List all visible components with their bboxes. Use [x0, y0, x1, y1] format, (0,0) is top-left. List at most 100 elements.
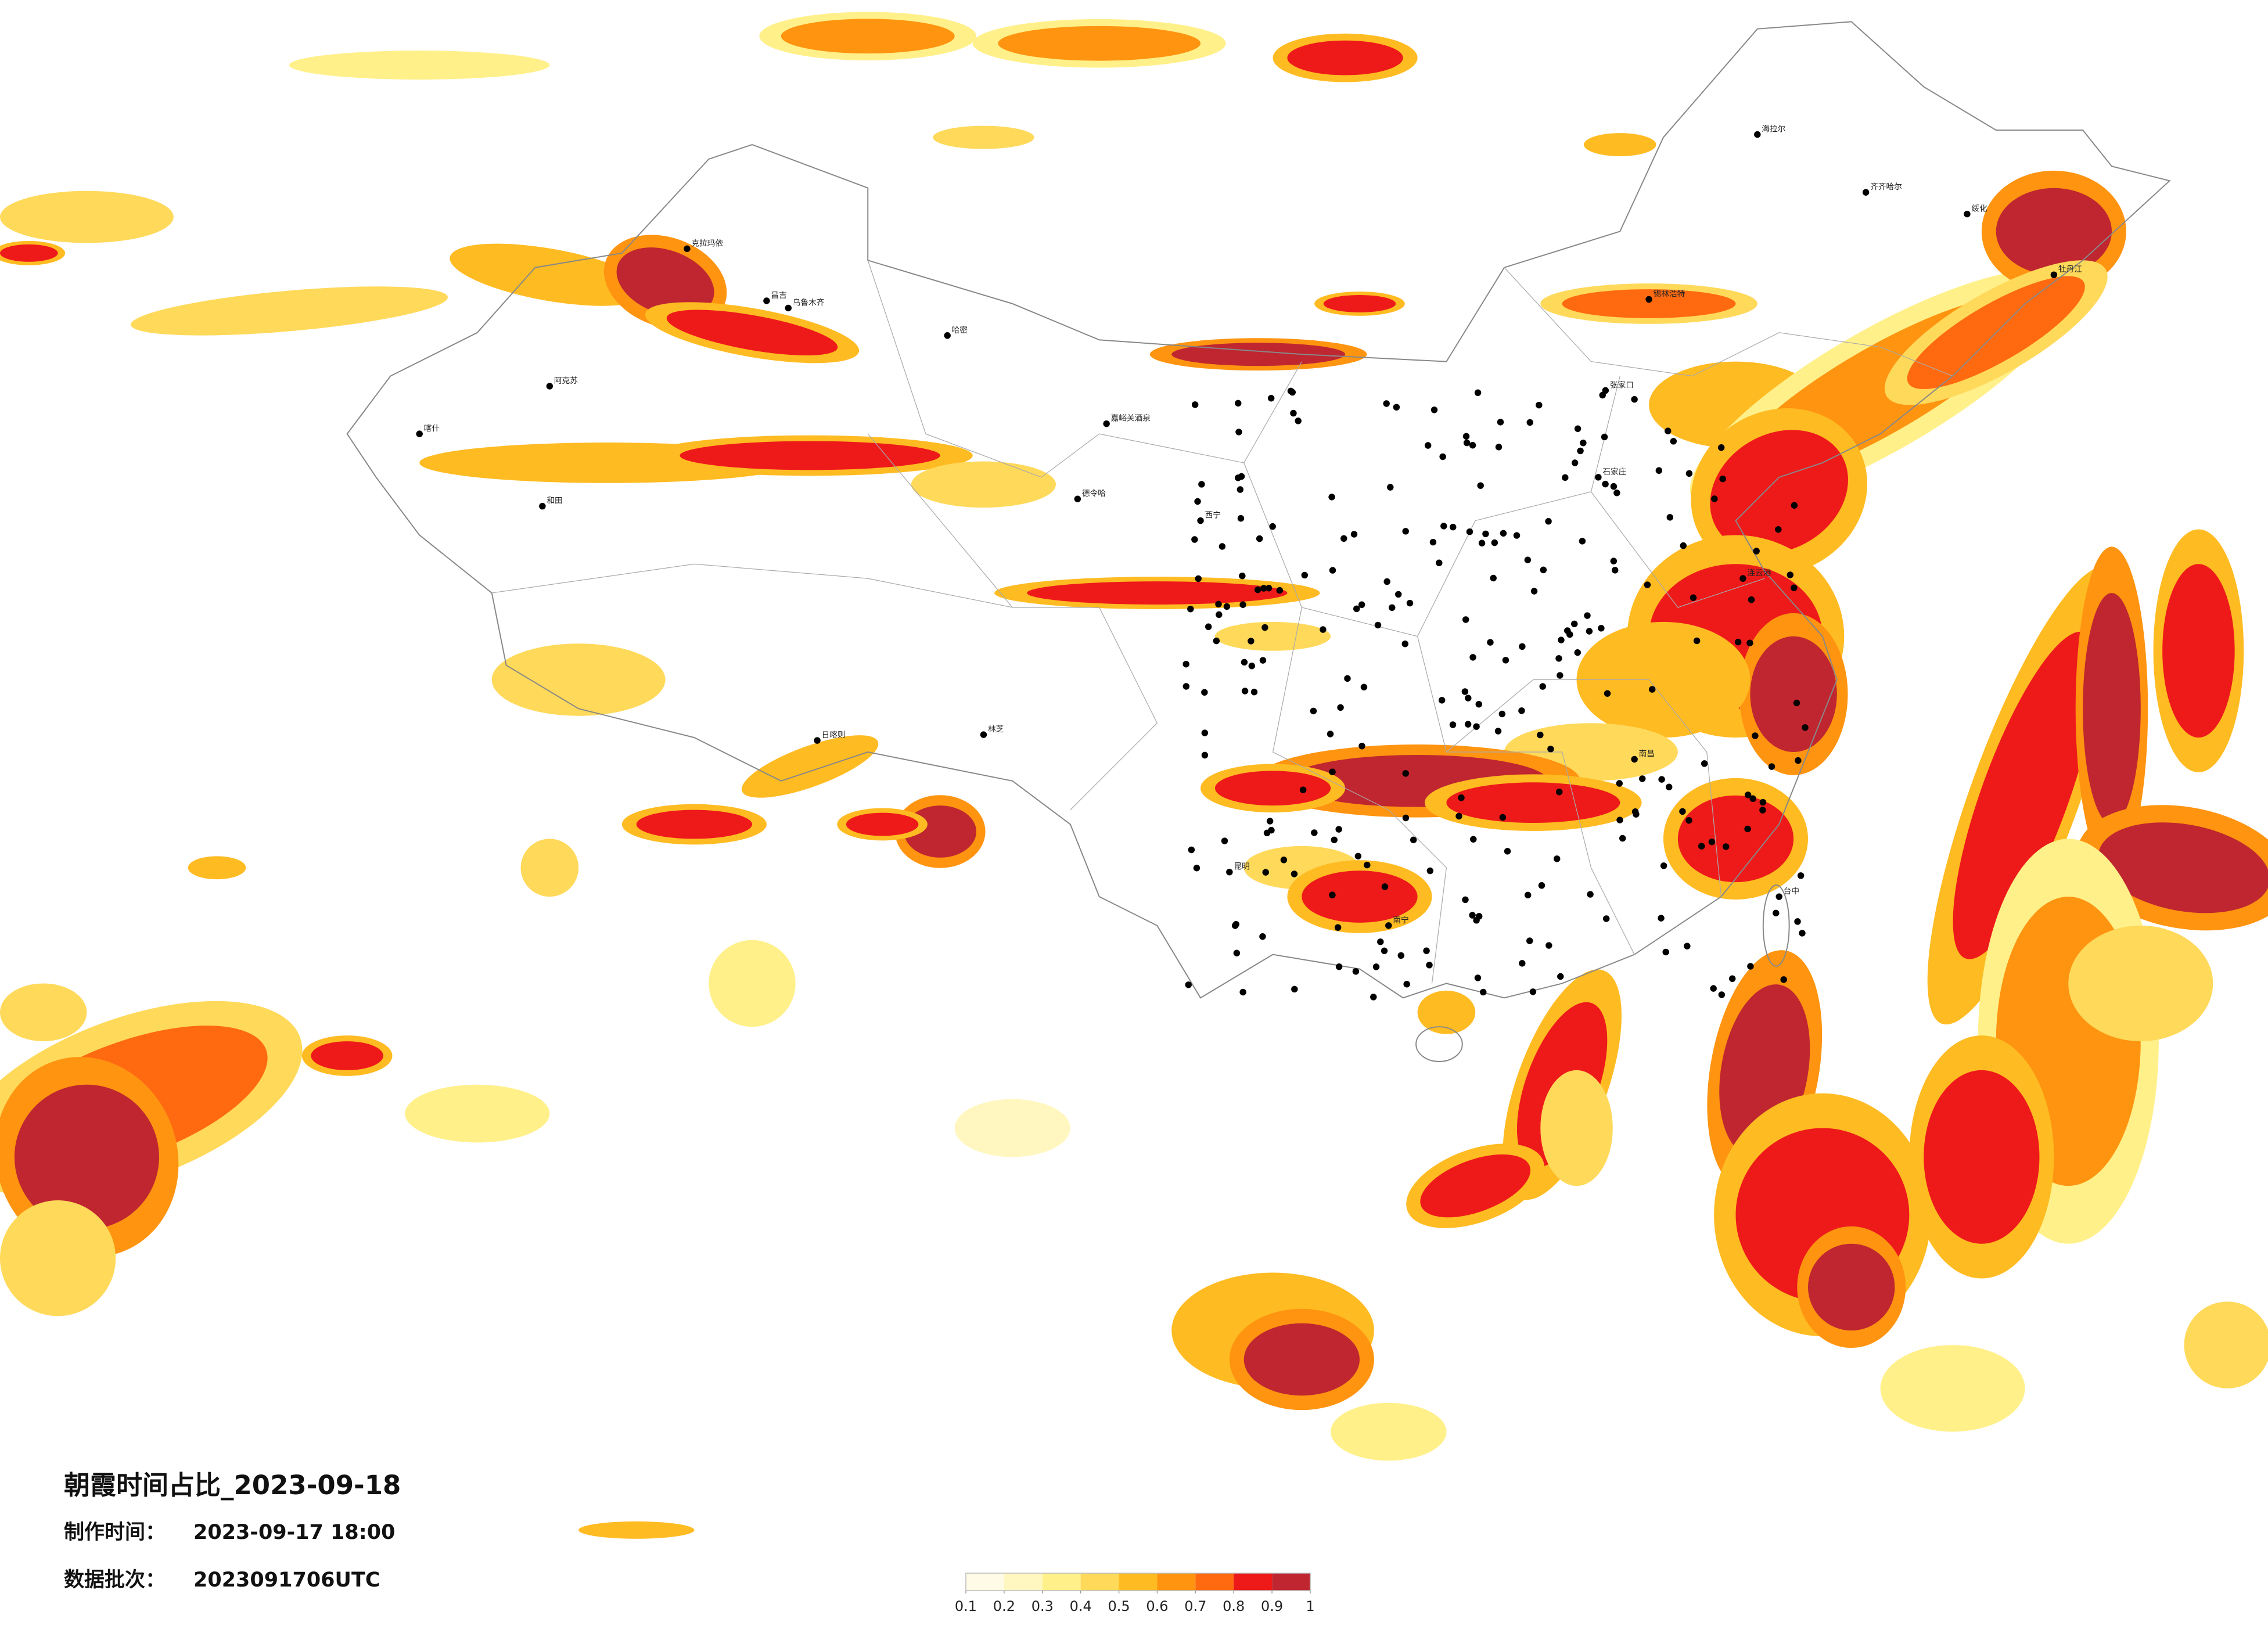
made-value: 2023-09-17 18:00 — [193, 1521, 395, 1544]
station-dot — [1449, 523, 1457, 531]
station-dot — [1666, 514, 1674, 521]
city-label: 嘉峪关酒泉 — [1111, 413, 1151, 423]
station-dot — [1393, 404, 1400, 411]
station-dot — [1684, 942, 1691, 949]
station-dot — [1191, 401, 1199, 408]
station-dot — [1469, 442, 1476, 449]
city-dot — [1074, 495, 1081, 502]
station-dot — [1639, 775, 1646, 782]
station-dot — [1791, 584, 1798, 592]
station-dot — [1793, 699, 1800, 707]
station-dot — [1524, 556, 1532, 563]
station-dot — [1519, 960, 1526, 967]
station-dot — [1358, 743, 1365, 750]
glow-patch — [1583, 133, 1656, 156]
glow-patch — [0, 244, 58, 262]
station-dot — [1235, 429, 1242, 436]
glow-patch — [578, 1521, 695, 1539]
glow-patch — [666, 310, 838, 356]
station-dot — [1631, 808, 1639, 815]
city-dot — [539, 502, 546, 510]
station-dot — [1410, 836, 1417, 844]
glow-patch — [1710, 430, 1848, 554]
city-dot — [1197, 517, 1204, 524]
station-dot — [1538, 882, 1545, 889]
station-dot — [1556, 788, 1563, 796]
station-dot — [1470, 836, 1477, 843]
glow-patch — [1576, 621, 1751, 738]
city-dot — [1964, 210, 1971, 218]
colorbar-swatch — [1157, 1573, 1196, 1591]
city-label: 乌鲁木齐 — [793, 298, 825, 307]
station-dot — [1401, 640, 1408, 647]
glow-patch — [1446, 782, 1620, 823]
station-dot — [1254, 586, 1261, 593]
glow-patch — [0, 1200, 116, 1316]
city-dot — [1775, 893, 1782, 900]
colorbar: 0.1 0.2 0.3 0.4 0.5 0.6 0.7 0.8 0.9 1 — [955, 1573, 1315, 1614]
station-dot — [1201, 689, 1208, 696]
station-dot — [1619, 834, 1626, 842]
station-dot — [1299, 786, 1307, 793]
station-dot — [1794, 918, 1801, 925]
colorbar-frame — [965, 1573, 1311, 1591]
glow-patch — [2162, 564, 2235, 738]
glow-patch — [1677, 795, 1794, 883]
station-dot — [1185, 981, 1192, 988]
station-dot — [1580, 440, 1587, 447]
city-label: 锡林浩特 — [1654, 290, 1685, 299]
station-dot — [1237, 486, 1244, 493]
city-label: 石家庄 — [1602, 467, 1626, 477]
station-dot — [1289, 388, 1296, 396]
station-dot — [1320, 626, 1327, 633]
glow-patch — [1287, 40, 1403, 75]
station-dot — [1685, 470, 1693, 477]
station-dot — [1406, 599, 1414, 607]
station-dot — [1191, 536, 1198, 543]
station-dot — [1193, 864, 1201, 872]
station-dot — [1574, 649, 1582, 656]
glow-patch — [2098, 822, 2268, 913]
colorbar-tick-label: 0.4 — [1070, 1598, 1092, 1614]
glow-patch — [1331, 1402, 1447, 1461]
station-dot — [1423, 947, 1430, 954]
station-dot — [1658, 776, 1665, 783]
station-dot — [1611, 567, 1619, 574]
glow-patch — [188, 856, 246, 880]
glow-patch — [1562, 289, 1736, 318]
station-dot — [1693, 637, 1701, 645]
station-dot — [1518, 707, 1525, 714]
station-dot — [1537, 731, 1544, 739]
station-dot — [1455, 812, 1462, 820]
station-dot — [1660, 862, 1667, 869]
station-dot — [1268, 826, 1275, 834]
station-dot — [1358, 601, 1365, 609]
station-dot — [1340, 535, 1347, 542]
station-dot — [1680, 542, 1687, 549]
station-dot — [1463, 439, 1471, 447]
station-dot — [1474, 974, 1482, 981]
station-dot — [1328, 494, 1335, 501]
glow-patch — [0, 190, 174, 243]
station-dot — [1187, 606, 1194, 613]
station-dot — [1526, 937, 1533, 944]
city-dot — [980, 731, 987, 738]
station-dot — [1383, 400, 1390, 407]
station-dot — [1237, 515, 1245, 522]
station-dot — [1799, 930, 1806, 937]
city-dot — [1226, 868, 1233, 876]
station-dot — [1335, 963, 1343, 970]
station-dot — [1708, 839, 1716, 846]
city-label: 牡丹江 — [2058, 265, 2082, 274]
city-dot — [1595, 474, 1602, 481]
station-dot — [1290, 409, 1297, 417]
station-dot — [1759, 807, 1766, 814]
station-dot — [1477, 482, 1484, 489]
city-dot — [546, 383, 553, 390]
station-dot — [1658, 915, 1665, 922]
station-dot — [1215, 600, 1222, 608]
city-label: 日喀则 — [822, 731, 846, 740]
station-dot — [1662, 948, 1669, 956]
station-dot — [1631, 395, 1638, 403]
